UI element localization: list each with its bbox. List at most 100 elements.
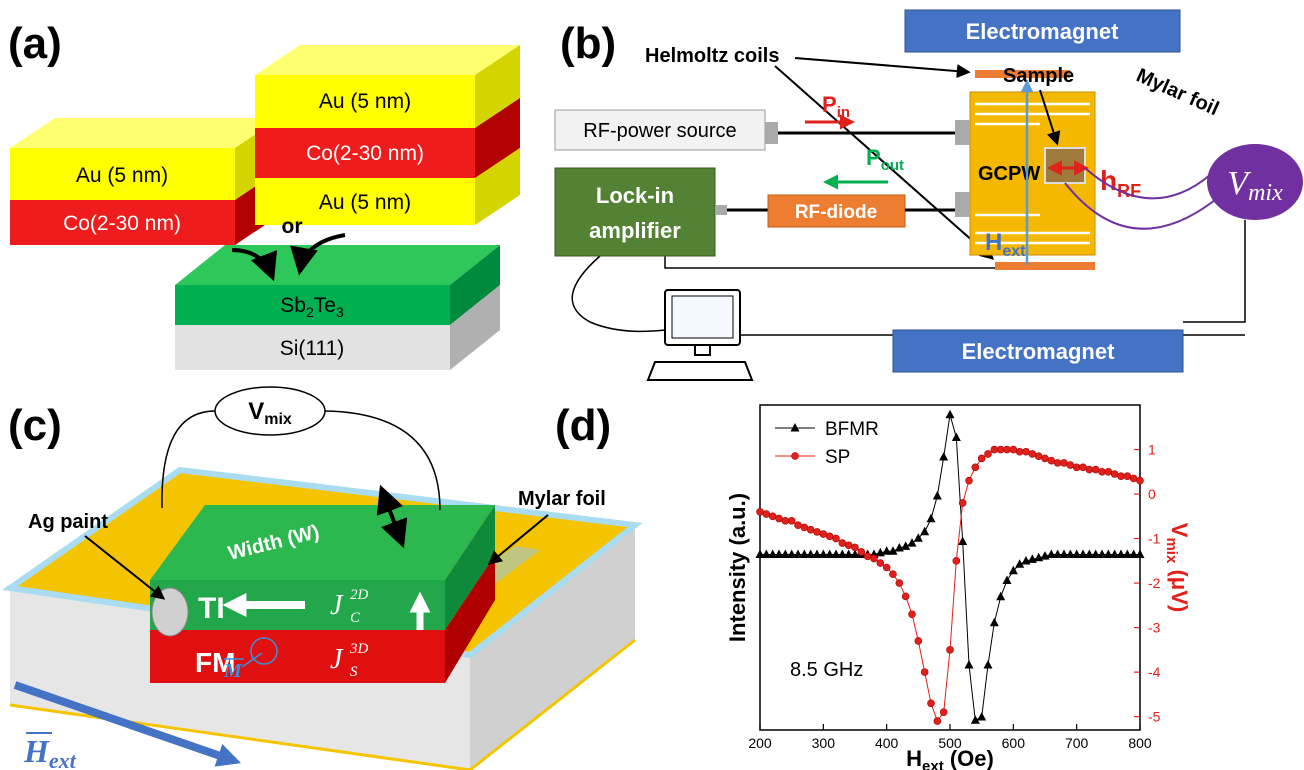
box-label: amplifier — [589, 218, 681, 243]
arrow — [794, 57, 971, 79]
text-part: V — [248, 398, 264, 425]
data-point — [844, 541, 853, 550]
data-point — [888, 546, 898, 555]
subscript: in — [837, 104, 850, 121]
sample — [1044, 147, 1086, 184]
mylar-label: Mylar foil — [518, 488, 606, 510]
text-part: H — [23, 733, 50, 769]
data-point — [768, 512, 777, 521]
data-point — [1041, 454, 1049, 463]
data-point — [907, 538, 917, 547]
text-part: H — [985, 229, 1002, 256]
data-point — [1059, 549, 1069, 558]
arrow — [774, 65, 995, 260]
data-point — [1129, 474, 1138, 483]
data-point — [774, 549, 784, 558]
field-label: Hext — [23, 733, 77, 770]
data-point — [939, 452, 949, 461]
data-point — [870, 554, 878, 563]
panel-label: (b) — [560, 19, 616, 68]
edge — [9, 638, 636, 770]
data-point — [851, 543, 859, 552]
subscript: mix — [264, 411, 292, 428]
data-point — [1123, 472, 1132, 481]
electromagnet — [904, 9, 1181, 53]
wire — [324, 410, 441, 511]
data-point — [990, 445, 999, 454]
data-point — [1079, 463, 1087, 472]
data-point — [1003, 445, 1011, 454]
power-label: Pout — [866, 145, 904, 174]
data-point — [1047, 456, 1056, 465]
data-point — [932, 491, 942, 500]
data-point — [908, 610, 916, 619]
legend-label: BFMR — [825, 419, 879, 440]
layer-side — [450, 245, 500, 325]
data-point — [996, 591, 1006, 601]
film-top — [150, 505, 495, 580]
x-tick-label: 800 — [1128, 735, 1152, 751]
data-point — [793, 549, 803, 558]
power-label: Pin — [822, 92, 850, 121]
subscript: ext — [922, 758, 944, 770]
ti-label: TI — [198, 592, 225, 625]
y2-tick-label: -5 — [1148, 709, 1161, 725]
data-point — [1085, 465, 1094, 474]
data-point — [977, 712, 987, 721]
y2-tick-label: 0 — [1148, 486, 1156, 502]
data-point — [914, 637, 923, 645]
data-point — [1034, 452, 1043, 460]
data-point — [775, 514, 783, 523]
au-layer — [255, 178, 475, 225]
arrow — [231, 248, 278, 282]
data-point — [806, 525, 815, 534]
lock-in — [554, 167, 716, 257]
y2-tick-label: -3 — [1148, 620, 1161, 636]
data-point — [863, 552, 872, 561]
arrow — [487, 514, 549, 565]
data-point — [838, 539, 847, 547]
data-point — [1097, 549, 1107, 558]
x-tick-label: 700 — [1065, 735, 1089, 751]
data-point — [1008, 565, 1018, 575]
data-point — [1015, 559, 1025, 568]
data-point — [825, 532, 834, 541]
precession — [250, 637, 278, 665]
y2-tick-label: -2 — [1148, 575, 1161, 591]
data-point — [970, 715, 980, 724]
gcpw-label: GCPW — [978, 163, 1040, 185]
layer-side — [450, 285, 500, 370]
subscript: ext — [49, 748, 77, 770]
data-point — [806, 549, 816, 558]
x-tick-label: 400 — [875, 735, 899, 751]
layer-side — [475, 45, 520, 128]
data-point — [1009, 445, 1018, 454]
data-point — [946, 646, 954, 654]
x-tick-label: 200 — [748, 735, 772, 751]
y2-tick-label: 1 — [1148, 442, 1156, 458]
panel-a: Au (5 nm) Co(2-30 nm) Au (5 nm) Co(2-30 … — [10, 45, 520, 370]
film-side — [445, 555, 495, 683]
subscript: C — [350, 610, 361, 626]
field-arrow — [13, 681, 242, 767]
data-point — [920, 668, 929, 676]
data-point — [913, 533, 923, 542]
rf-diode — [767, 194, 906, 228]
text-part: (Oe) — [944, 746, 994, 770]
coil — [975, 70, 1070, 78]
data-point — [1072, 463, 1081, 472]
data-point — [965, 476, 973, 485]
data-point — [996, 445, 1005, 454]
data-point — [1078, 549, 1088, 558]
text-part: (μV) — [1167, 563, 1192, 612]
data-point — [1110, 470, 1119, 478]
superscript: 2D — [350, 587, 369, 603]
ag-label: Ag paint — [28, 511, 108, 533]
arrow — [1039, 89, 1061, 146]
fm-film — [150, 630, 445, 683]
data-point — [755, 549, 765, 558]
current-label: J — [330, 644, 344, 675]
data-point — [818, 549, 828, 558]
data-point — [958, 536, 968, 545]
